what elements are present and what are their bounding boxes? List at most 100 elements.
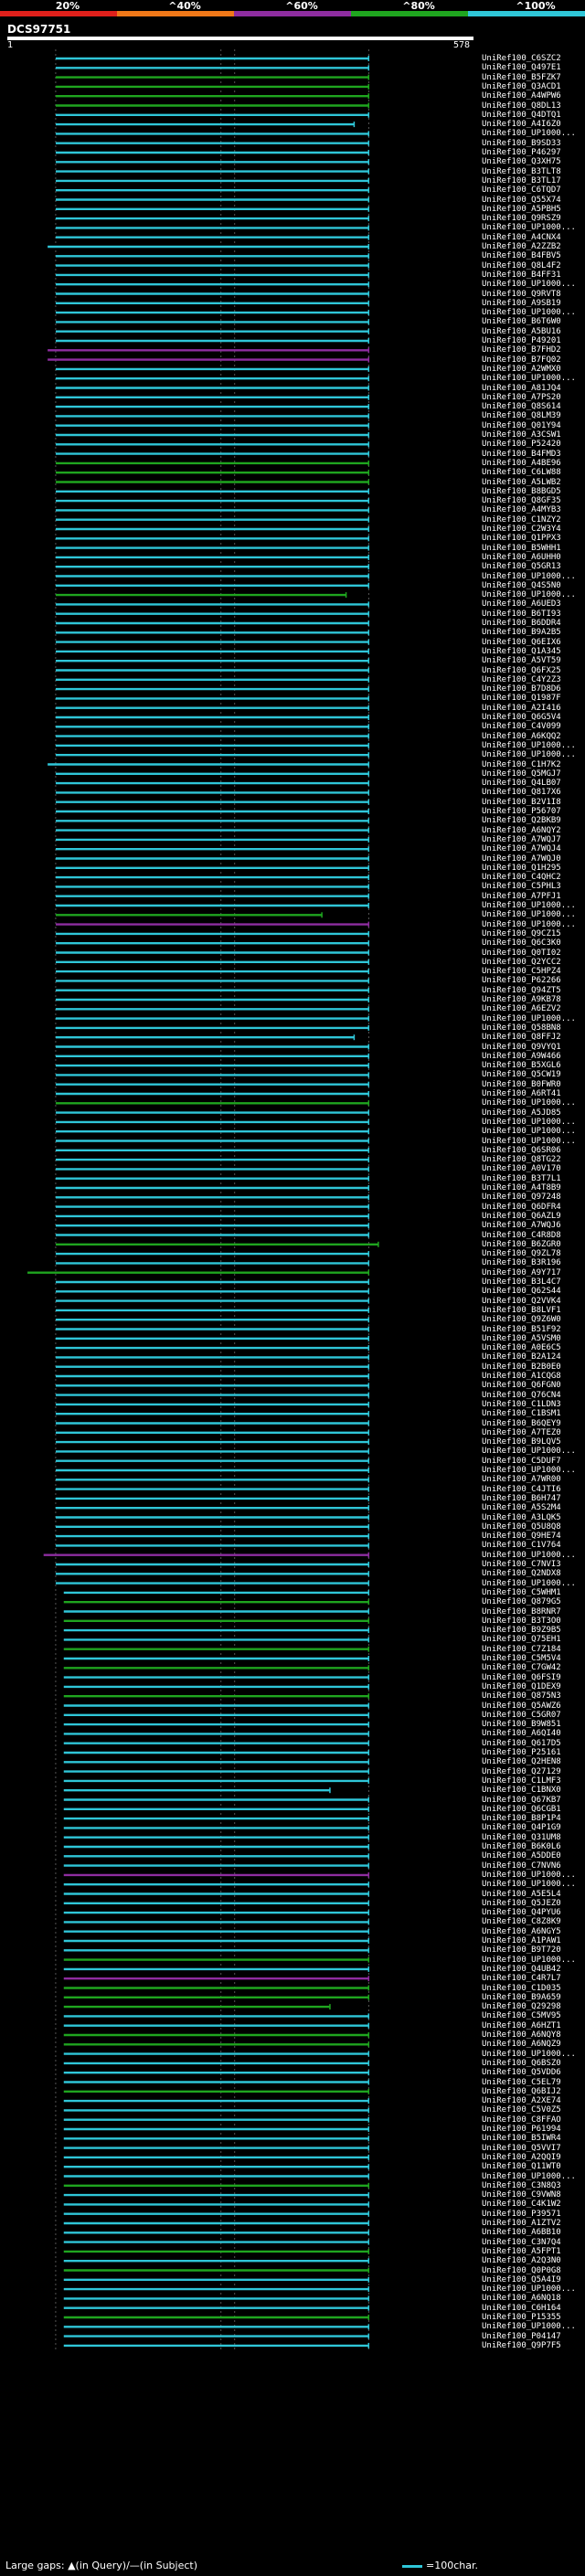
hit-label[interactable]: UniRef100_C5MV95 xyxy=(482,2011,561,2021)
hit-label[interactable]: UniRef100_B8LVF1 xyxy=(482,1305,561,1315)
hit-label[interactable]: UniRef100_Q11WT0 xyxy=(482,2162,561,2172)
hit-label[interactable]: UniRef100_UP1000... xyxy=(482,1578,576,1588)
hit-label[interactable]: UniRef100_Q4LB07 xyxy=(482,779,561,789)
hit-label[interactable]: UniRef100_B3R196 xyxy=(482,1258,561,1268)
hit-label[interactable]: UniRef100_B5FZK7 xyxy=(482,72,561,82)
hit-label[interactable]: UniRef100_UP1000... xyxy=(482,308,576,318)
hit-label[interactable]: UniRef100_A6EZV2 xyxy=(482,1004,561,1014)
hit-label[interactable]: UniRef100_B9A659 xyxy=(482,1992,561,2002)
hit-label[interactable]: UniRef100_Q5CW19 xyxy=(482,1070,561,1080)
hit-label[interactable]: UniRef100_Q8L4F2 xyxy=(482,260,561,270)
hit-label[interactable]: UniRef100_Q6BSZ0 xyxy=(482,2058,561,2068)
hit-label[interactable]: UniRef100_Q817X6 xyxy=(482,788,561,798)
hit-label[interactable]: UniRef100_A6UHH0 xyxy=(482,552,561,562)
hit-label[interactable]: UniRef100_UP1000... xyxy=(482,740,576,750)
hit-label[interactable]: UniRef100_Q58BN8 xyxy=(482,1023,561,1033)
hit-label[interactable]: UniRef100_A6QI40 xyxy=(482,1729,561,1739)
hit-label[interactable]: UniRef100_B6T6W0 xyxy=(482,317,561,327)
hit-label[interactable]: UniRef100_A5S2M4 xyxy=(482,1503,561,1513)
hit-label[interactable]: UniRef100_Q9HE74 xyxy=(482,1532,561,1542)
hit-label[interactable]: UniRef100_Q6FSI9 xyxy=(482,1672,561,1682)
hit-label[interactable]: UniRef100_Q9RVT8 xyxy=(482,289,561,299)
hit-label[interactable]: UniRef100_Q5A4I9 xyxy=(482,2274,561,2284)
hit-label[interactable]: UniRef100_A9SB19 xyxy=(482,298,561,308)
hit-label[interactable]: UniRef100_Q2VVK4 xyxy=(482,1296,561,1306)
hit-label[interactable]: UniRef100_C4K1W2 xyxy=(482,2200,561,2210)
hit-label[interactable]: UniRef100_Q6G5V4 xyxy=(482,713,561,722)
hit-label[interactable]: UniRef100_P04147 xyxy=(482,2331,561,2341)
hit-label[interactable]: UniRef100_Q1DEX9 xyxy=(482,1681,561,1691)
hit-label[interactable]: UniRef100_Q2BKB9 xyxy=(482,816,561,826)
hit-label[interactable]: UniRef100_Q875N3 xyxy=(482,1691,561,1701)
hit-label[interactable]: UniRef100_A5JD85 xyxy=(482,1108,561,1118)
hit-label[interactable]: UniRef100_C3N8Q3 xyxy=(482,2180,561,2190)
hit-label[interactable]: UniRef100_Q6SR06 xyxy=(482,1145,561,1155)
hit-label[interactable]: UniRef100_Q6C3K0 xyxy=(482,938,561,949)
hit-label[interactable]: UniRef100_B9Z9B5 xyxy=(482,1626,561,1636)
hit-label[interactable]: UniRef100_C4V099 xyxy=(482,722,561,732)
hit-label[interactable]: UniRef100_Q97248 xyxy=(482,1193,561,1203)
hit-label[interactable]: UniRef100_A7WQJ4 xyxy=(482,844,561,854)
hit-label[interactable]: UniRef100_A2XE74 xyxy=(482,2096,561,2106)
hit-label[interactable]: UniRef100_Q62S44 xyxy=(482,1287,561,1297)
hit-label[interactable]: UniRef100_P15355 xyxy=(482,2313,561,2322)
hit-label[interactable]: UniRef100_UP1000... xyxy=(482,1117,576,1127)
hit-label[interactable]: UniRef100_B6K0L6 xyxy=(482,1842,561,1851)
hit-label[interactable]: UniRef100_B3TLT8 xyxy=(482,166,561,176)
hit-label[interactable]: UniRef100_A6BB10 xyxy=(482,2228,561,2238)
hit-label[interactable]: UniRef100_A5VSM0 xyxy=(482,1333,561,1343)
hit-label[interactable]: UniRef100_Q94ZT5 xyxy=(482,985,561,995)
hit-label[interactable]: UniRef100_Q4P1G9 xyxy=(482,1823,561,1833)
hit-label[interactable]: UniRef100_B9W851 xyxy=(482,1720,561,1730)
hit-label[interactable]: UniRef100_B5WHH1 xyxy=(482,543,561,553)
hit-label[interactable]: UniRef100_A5LWB2 xyxy=(482,477,561,487)
hit-label[interactable]: UniRef100_B6ZGR0 xyxy=(482,1239,561,1249)
hit-label[interactable]: UniRef100_Q6DFR4 xyxy=(482,1202,561,1212)
hit-label[interactable]: UniRef100_A7PFJ1 xyxy=(482,891,561,901)
hit-label[interactable]: UniRef100_UP1000... xyxy=(482,571,576,581)
hit-label[interactable]: UniRef100_C5EL79 xyxy=(482,2077,561,2087)
hit-label[interactable]: UniRef100_UP1000... xyxy=(482,1127,576,1137)
hit-label[interactable]: UniRef100_Q6FGN0 xyxy=(482,1381,561,1391)
hit-label[interactable]: UniRef100_P25161 xyxy=(482,1748,561,1757)
hit-label[interactable]: UniRef100_UP1000... xyxy=(482,919,576,929)
hit-label[interactable]: UniRef100_A9KB78 xyxy=(482,995,561,1004)
hit-label[interactable]: UniRef100_C5DUF7 xyxy=(482,1456,561,1466)
hit-label[interactable]: UniRef100_C8Z8K9 xyxy=(482,1917,561,1927)
hit-label[interactable]: UniRef100_B4FF31 xyxy=(482,270,561,280)
hit-label[interactable]: UniRef100_B3T3O0 xyxy=(482,1616,561,1626)
hit-label[interactable]: UniRef100_B6DDR4 xyxy=(482,619,561,628)
hit-label[interactable]: UniRef100_A4WPW6 xyxy=(482,91,561,101)
hit-label[interactable]: UniRef100_Q5MGJ7 xyxy=(482,769,561,779)
hit-label[interactable]: UniRef100_B0FWR0 xyxy=(482,1079,561,1089)
hit-label[interactable]: UniRef100_C3N7Q4 xyxy=(482,2237,561,2247)
hit-label[interactable]: UniRef100_B7D8D6 xyxy=(482,684,561,694)
hit-label[interactable]: UniRef100_C6LW88 xyxy=(482,468,561,478)
hit-label[interactable]: UniRef100_Q4UB42 xyxy=(482,1964,561,1974)
hit-label[interactable]: UniRef100_UP1000... xyxy=(482,129,576,139)
hit-label[interactable]: UniRef100_C7NVI3 xyxy=(482,1560,561,1569)
hit-label[interactable]: UniRef100_B3L4C7 xyxy=(482,1277,561,1287)
hit-label[interactable]: UniRef100_UP1000... xyxy=(482,374,576,384)
hit-label[interactable]: UniRef100_P46297 xyxy=(482,148,561,157)
hit-label[interactable]: UniRef100_C8FFAO xyxy=(482,2115,561,2125)
hit-label[interactable]: UniRef100_B5XGL6 xyxy=(482,1061,561,1071)
hit-label[interactable]: UniRef100_B3TL17 xyxy=(482,175,561,186)
hit-label[interactable]: UniRef100_A4I6Z0 xyxy=(482,120,561,130)
hit-label[interactable]: UniRef100_Q879G5 xyxy=(482,1597,561,1607)
hit-label[interactable]: UniRef100_C6TQD7 xyxy=(482,186,561,196)
hit-label[interactable]: UniRef100_UP1000... xyxy=(482,2284,576,2295)
hit-label[interactable]: UniRef100_A6NQY2 xyxy=(482,825,561,835)
hit-label[interactable]: UniRef100_UP1000... xyxy=(482,590,576,600)
hit-label[interactable]: UniRef100_B8P1P4 xyxy=(482,1814,561,1824)
hit-label[interactable]: UniRef100_C1LDN3 xyxy=(482,1399,561,1409)
hit-label[interactable]: UniRef100_C4Y2Z3 xyxy=(482,674,561,684)
hit-label[interactable]: UniRef100_C6SZC2 xyxy=(482,54,561,63)
hit-label[interactable]: UniRef100_A5VT59 xyxy=(482,656,561,666)
hit-label[interactable]: UniRef100_A4MYB3 xyxy=(482,505,561,515)
hit-label[interactable]: UniRef100_Q9ZL78 xyxy=(482,1249,561,1259)
hit-label[interactable]: UniRef100_Q8FFJ2 xyxy=(482,1033,561,1043)
hit-label[interactable]: UniRef100_A0E6C5 xyxy=(482,1343,561,1353)
hit-label[interactable]: UniRef100_A1ZTV2 xyxy=(482,2219,561,2228)
hit-label[interactable]: UniRef100_C5PHL3 xyxy=(482,882,561,892)
